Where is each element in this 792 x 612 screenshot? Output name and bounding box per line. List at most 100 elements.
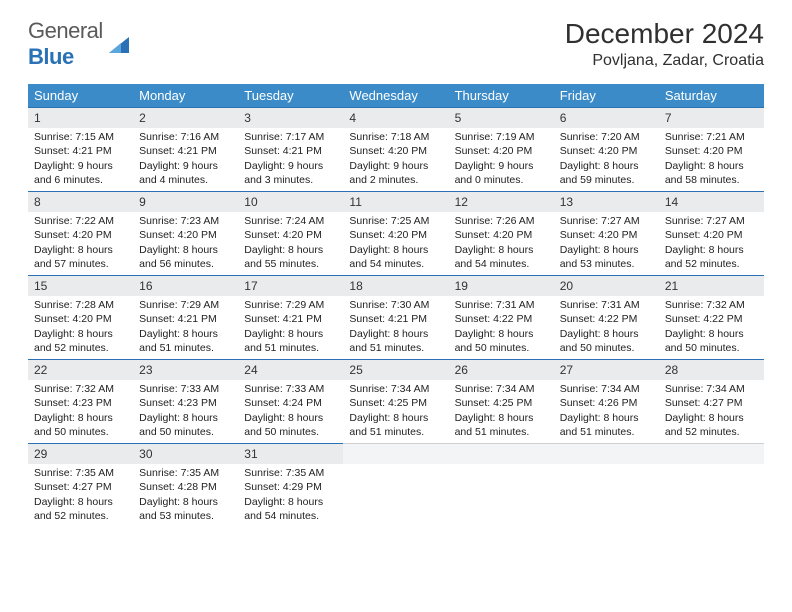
sunset-text: Sunset: 4:29 PM xyxy=(244,480,337,494)
daylight-text: Daylight: 8 hours and 50 minutes. xyxy=(244,411,337,439)
calendar-day: 23Sunrise: 7:33 AMSunset: 4:23 PMDayligh… xyxy=(133,359,238,443)
day-number: 28 xyxy=(659,359,764,380)
day-number: . xyxy=(343,443,448,464)
sunset-text: Sunset: 4:20 PM xyxy=(139,228,232,242)
daylight-text: Daylight: 8 hours and 50 minutes. xyxy=(665,327,758,355)
sunset-text: Sunset: 4:21 PM xyxy=(139,144,232,158)
day-content: Sunrise: 7:27 AMSunset: 4:20 PMDaylight:… xyxy=(554,212,659,275)
sunset-text: Sunset: 4:20 PM xyxy=(560,228,653,242)
sunset-text: Sunset: 4:27 PM xyxy=(665,396,758,410)
weekday-header: Monday xyxy=(133,84,238,107)
sunrise-text: Sunrise: 7:23 AM xyxy=(139,214,232,228)
calendar-day: 10Sunrise: 7:24 AMSunset: 4:20 PMDayligh… xyxy=(238,191,343,275)
weekday-header: Saturday xyxy=(659,84,764,107)
calendar-day: 13Sunrise: 7:27 AMSunset: 4:20 PMDayligh… xyxy=(554,191,659,275)
sunset-text: Sunset: 4:20 PM xyxy=(34,228,127,242)
sunrise-text: Sunrise: 7:15 AM xyxy=(34,130,127,144)
day-number: 30 xyxy=(133,443,238,464)
sunset-text: Sunset: 4:20 PM xyxy=(665,144,758,158)
day-number: . xyxy=(449,443,554,464)
sunset-text: Sunset: 4:28 PM xyxy=(139,480,232,494)
calendar-day-empty: . xyxy=(343,443,448,527)
day-content: Sunrise: 7:31 AMSunset: 4:22 PMDaylight:… xyxy=(449,296,554,359)
daylight-text: Daylight: 8 hours and 57 minutes. xyxy=(34,243,127,271)
weekday-header: Sunday xyxy=(28,84,133,107)
day-number: 18 xyxy=(343,275,448,296)
calendar-day: 16Sunrise: 7:29 AMSunset: 4:21 PMDayligh… xyxy=(133,275,238,359)
day-content: Sunrise: 7:32 AMSunset: 4:22 PMDaylight:… xyxy=(659,296,764,359)
day-number: 24 xyxy=(238,359,343,380)
calendar-day: 7Sunrise: 7:21 AMSunset: 4:20 PMDaylight… xyxy=(659,107,764,191)
calendar-week: 1Sunrise: 7:15 AMSunset: 4:21 PMDaylight… xyxy=(28,107,764,191)
day-number: 2 xyxy=(133,107,238,128)
day-content: Sunrise: 7:18 AMSunset: 4:20 PMDaylight:… xyxy=(343,128,448,191)
daylight-text: Daylight: 8 hours and 52 minutes. xyxy=(34,495,127,523)
title-block: December 2024 Povljana, Zadar, Croatia xyxy=(565,18,764,70)
day-number: 22 xyxy=(28,359,133,380)
day-content: Sunrise: 7:20 AMSunset: 4:20 PMDaylight:… xyxy=(554,128,659,191)
calendar-day: 1Sunrise: 7:15 AMSunset: 4:21 PMDaylight… xyxy=(28,107,133,191)
daylight-text: Daylight: 8 hours and 50 minutes. xyxy=(139,411,232,439)
calendar-day-empty: . xyxy=(659,443,764,527)
day-number: 12 xyxy=(449,191,554,212)
day-content: Sunrise: 7:35 AMSunset: 4:28 PMDaylight:… xyxy=(133,464,238,527)
calendar-day: 25Sunrise: 7:34 AMSunset: 4:25 PMDayligh… xyxy=(343,359,448,443)
day-content: Sunrise: 7:29 AMSunset: 4:21 PMDaylight:… xyxy=(238,296,343,359)
day-number: 1 xyxy=(28,107,133,128)
day-content: Sunrise: 7:21 AMSunset: 4:20 PMDaylight:… xyxy=(659,128,764,191)
day-content: Sunrise: 7:34 AMSunset: 4:25 PMDaylight:… xyxy=(343,380,448,443)
location-subtitle: Povljana, Zadar, Croatia xyxy=(565,52,764,70)
logo-text: General Blue xyxy=(28,18,103,70)
sunrise-text: Sunrise: 7:20 AM xyxy=(560,130,653,144)
calendar-header: SundayMondayTuesdayWednesdayThursdayFrid… xyxy=(28,84,764,107)
calendar-day: 14Sunrise: 7:27 AMSunset: 4:20 PMDayligh… xyxy=(659,191,764,275)
sunrise-text: Sunrise: 7:17 AM xyxy=(244,130,337,144)
daylight-text: Daylight: 8 hours and 52 minutes. xyxy=(665,411,758,439)
day-number: . xyxy=(659,443,764,464)
calendar-day: 18Sunrise: 7:30 AMSunset: 4:21 PMDayligh… xyxy=(343,275,448,359)
sunset-text: Sunset: 4:21 PM xyxy=(349,312,442,326)
sunrise-text: Sunrise: 7:26 AM xyxy=(455,214,548,228)
day-number: 27 xyxy=(554,359,659,380)
sunrise-text: Sunrise: 7:28 AM xyxy=(34,298,127,312)
calendar-day: 3Sunrise: 7:17 AMSunset: 4:21 PMDaylight… xyxy=(238,107,343,191)
logo-sail-icon xyxy=(107,33,133,59)
calendar-table: SundayMondayTuesdayWednesdayThursdayFrid… xyxy=(28,84,764,527)
daylight-text: Daylight: 8 hours and 52 minutes. xyxy=(665,243,758,271)
day-content: Sunrise: 7:35 AMSunset: 4:29 PMDaylight:… xyxy=(238,464,343,527)
daylight-text: Daylight: 8 hours and 52 minutes. xyxy=(34,327,127,355)
daylight-text: Daylight: 8 hours and 51 minutes. xyxy=(244,327,337,355)
day-content: Sunrise: 7:25 AMSunset: 4:20 PMDaylight:… xyxy=(343,212,448,275)
sunrise-text: Sunrise: 7:22 AM xyxy=(34,214,127,228)
day-number: 21 xyxy=(659,275,764,296)
calendar-day: 17Sunrise: 7:29 AMSunset: 4:21 PMDayligh… xyxy=(238,275,343,359)
sunrise-text: Sunrise: 7:32 AM xyxy=(665,298,758,312)
daylight-text: Daylight: 8 hours and 51 minutes. xyxy=(560,411,653,439)
day-content: Sunrise: 7:29 AMSunset: 4:21 PMDaylight:… xyxy=(133,296,238,359)
calendar-day: 11Sunrise: 7:25 AMSunset: 4:20 PMDayligh… xyxy=(343,191,448,275)
calendar-day: 21Sunrise: 7:32 AMSunset: 4:22 PMDayligh… xyxy=(659,275,764,359)
weekday-header: Friday xyxy=(554,84,659,107)
sunrise-text: Sunrise: 7:18 AM xyxy=(349,130,442,144)
daylight-text: Daylight: 8 hours and 51 minutes. xyxy=(455,411,548,439)
daylight-text: Daylight: 8 hours and 50 minutes. xyxy=(455,327,548,355)
sunrise-text: Sunrise: 7:27 AM xyxy=(560,214,653,228)
daylight-text: Daylight: 8 hours and 51 minutes. xyxy=(139,327,232,355)
day-number: 19 xyxy=(449,275,554,296)
sunset-text: Sunset: 4:23 PM xyxy=(34,396,127,410)
day-content: Sunrise: 7:27 AMSunset: 4:20 PMDaylight:… xyxy=(659,212,764,275)
daylight-text: Daylight: 9 hours and 4 minutes. xyxy=(139,159,232,187)
day-number: 16 xyxy=(133,275,238,296)
sunrise-text: Sunrise: 7:34 AM xyxy=(560,382,653,396)
calendar-day: 4Sunrise: 7:18 AMSunset: 4:20 PMDaylight… xyxy=(343,107,448,191)
logo: General Blue xyxy=(28,18,133,70)
month-title: December 2024 xyxy=(565,18,764,50)
daylight-text: Daylight: 8 hours and 53 minutes. xyxy=(560,243,653,271)
day-content: Sunrise: 7:35 AMSunset: 4:27 PMDaylight:… xyxy=(28,464,133,527)
weekday-header: Wednesday xyxy=(343,84,448,107)
daylight-text: Daylight: 8 hours and 55 minutes. xyxy=(244,243,337,271)
calendar-day: 30Sunrise: 7:35 AMSunset: 4:28 PMDayligh… xyxy=(133,443,238,527)
calendar-day: 20Sunrise: 7:31 AMSunset: 4:22 PMDayligh… xyxy=(554,275,659,359)
sunset-text: Sunset: 4:20 PM xyxy=(560,144,653,158)
daylight-text: Daylight: 9 hours and 0 minutes. xyxy=(455,159,548,187)
